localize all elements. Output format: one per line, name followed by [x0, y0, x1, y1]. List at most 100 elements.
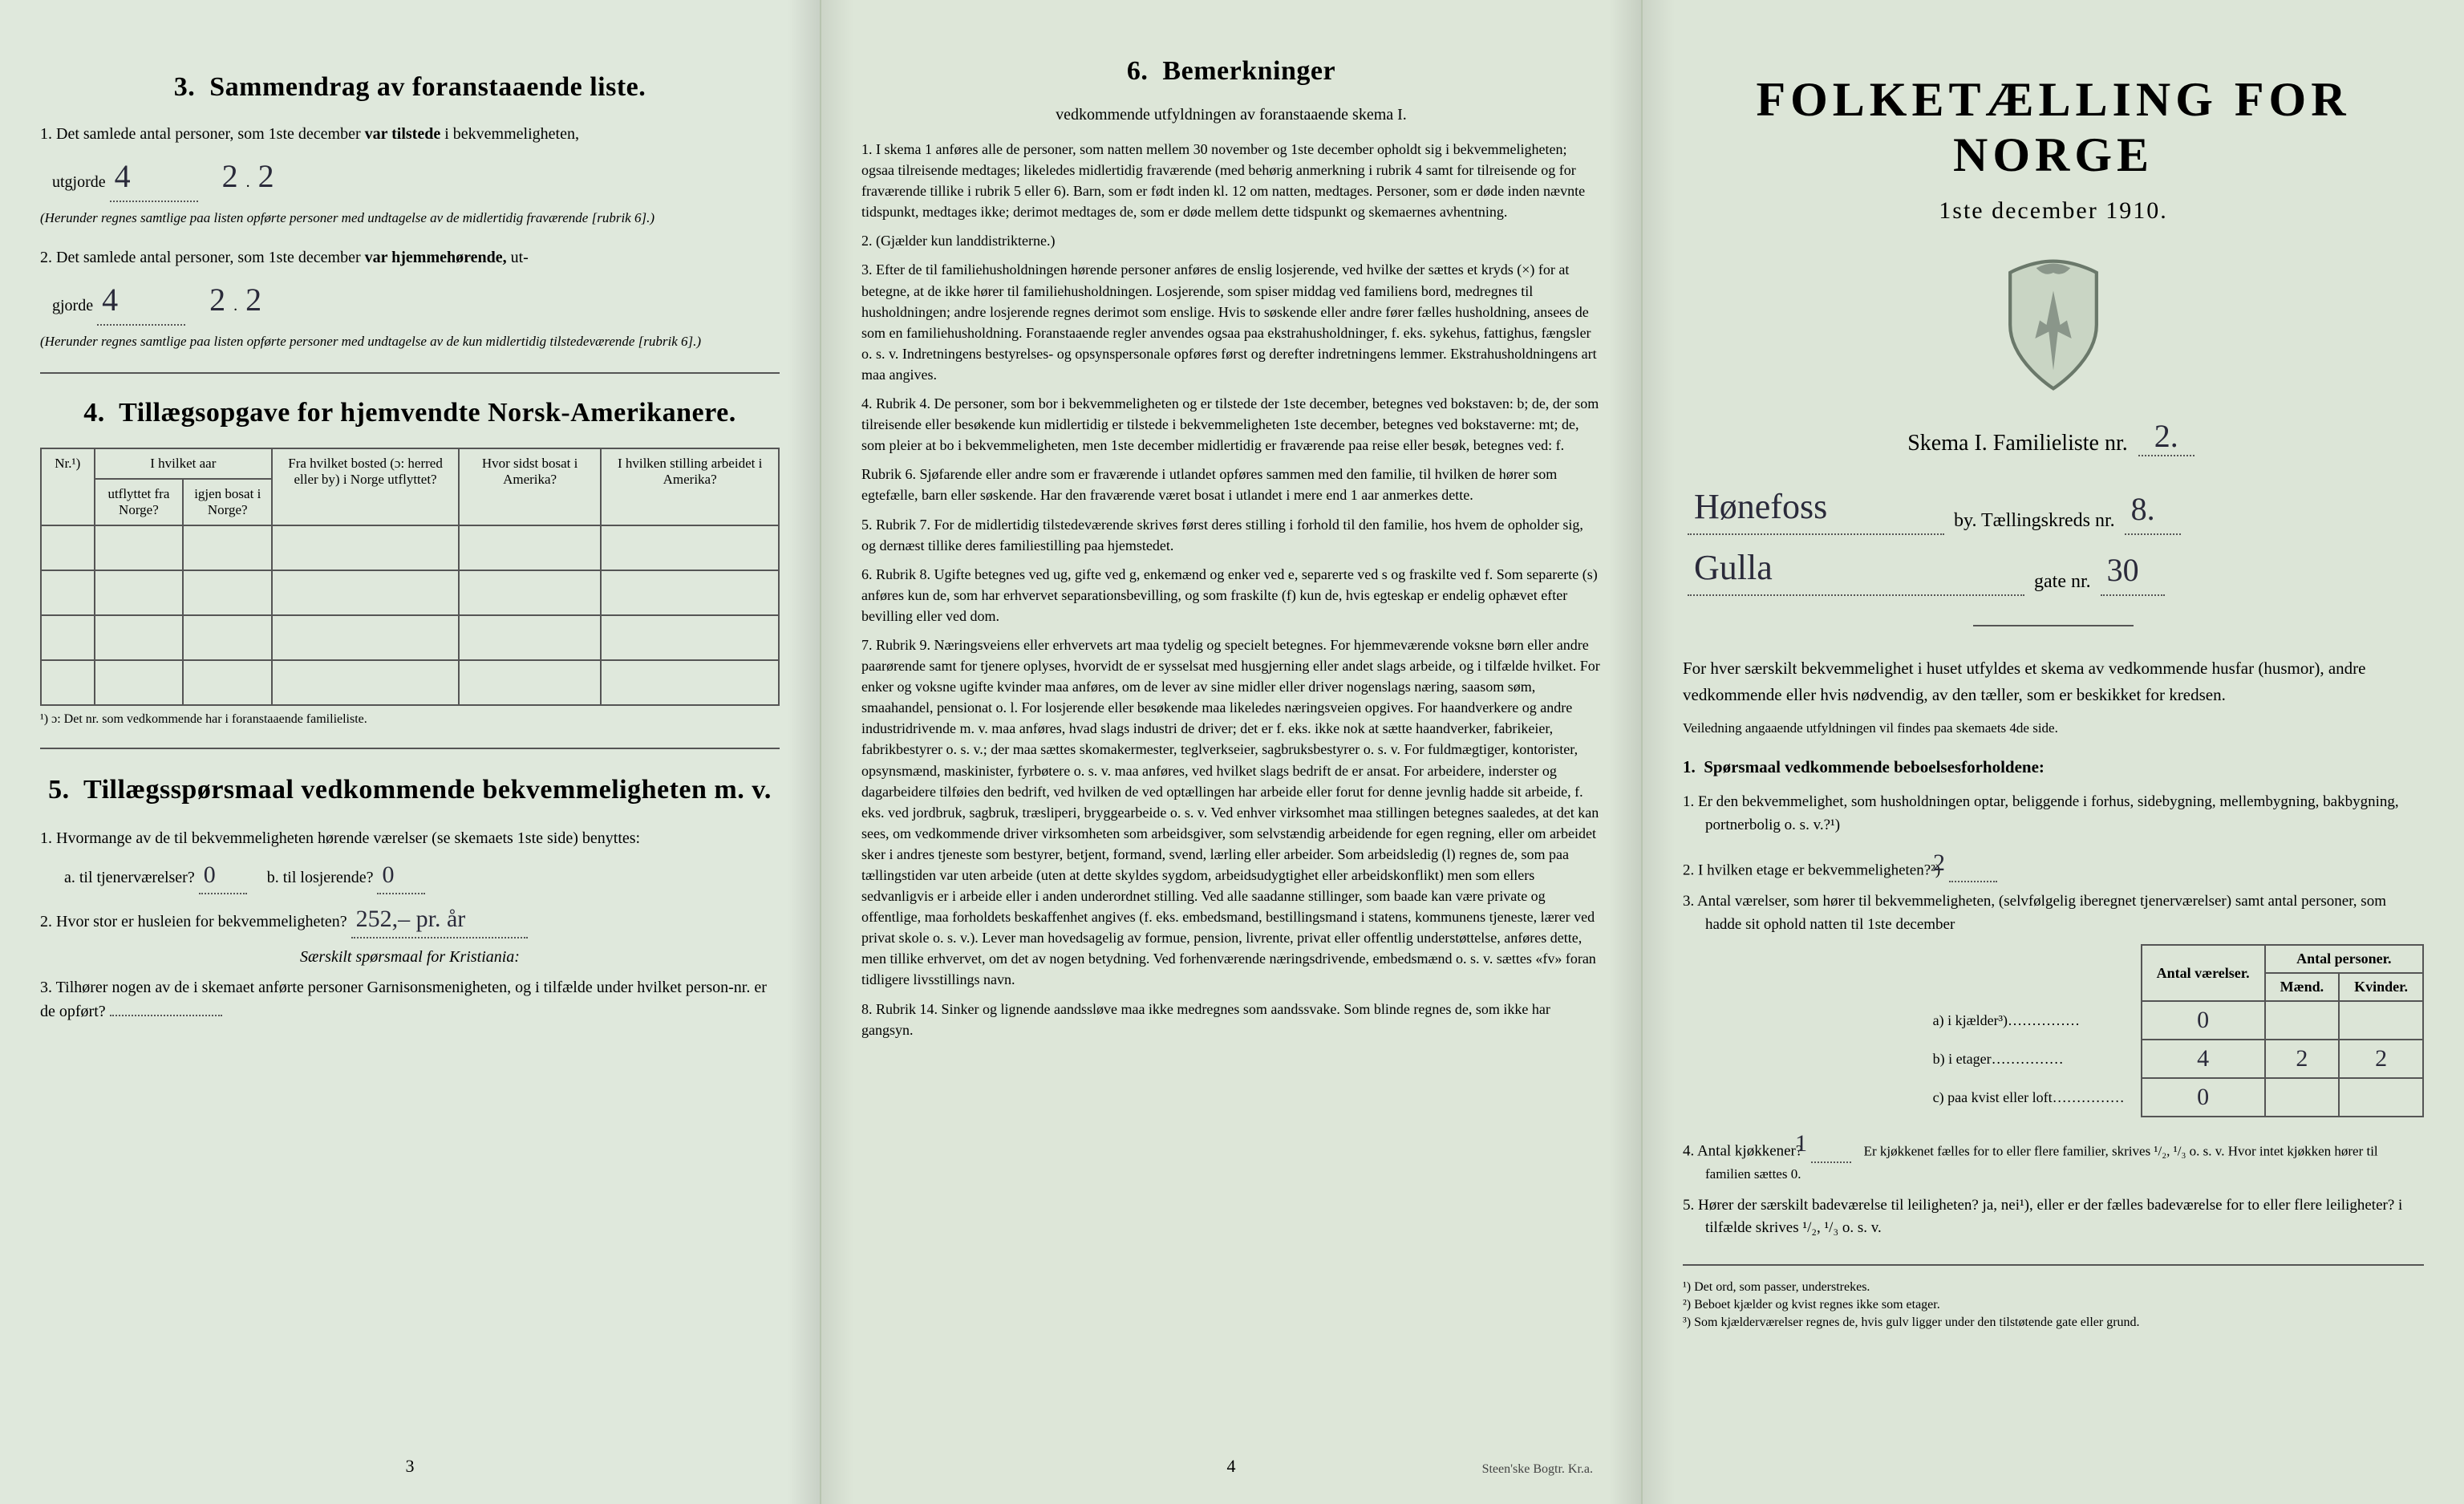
table-cell	[95, 660, 184, 705]
s3-q1-pre: 1. Det samlede antal personer, som 1ste …	[40, 125, 361, 143]
th-igjen: igjen bosat i Norge?	[183, 479, 272, 525]
s3-q2: 2. Det samlede antal personer, som 1ste …	[40, 245, 780, 270]
cell-vaer: 0	[2142, 1078, 2265, 1117]
s3-q2-post: ut-	[511, 249, 529, 266]
th-m: Mænd.	[2265, 973, 2340, 1001]
table-row	[41, 525, 779, 570]
short-rule	[1973, 625, 2134, 626]
s3-q1-line2: utgjorde 4 2 . 2	[40, 152, 780, 202]
note-2: ²) Beboet kjælder og kvist regnes ikke s…	[1683, 1298, 2424, 1312]
gate-nr: 30	[2101, 546, 2165, 596]
intro-sub: Veiledning angaaende utfyldningen vil fi…	[1683, 719, 2424, 738]
th-stilling: I hvilken stilling arbeidet i Amerika?	[601, 448, 779, 525]
section6-subcaption: vedkommende utfyldningen av foranstaaend…	[861, 106, 1601, 124]
bemerkning-item: 4. Rubrik 4. De personer, som bor i bekv…	[861, 393, 1601, 456]
main-title: FOLKETÆLLING FOR NORGE	[1683, 72, 2424, 183]
s5-q1b-hand: 0	[377, 857, 425, 894]
table-cell	[272, 525, 459, 570]
s3-q1-m: 2	[222, 158, 238, 194]
s3-q2-line2: gjorde 4 2 . 2	[40, 276, 780, 326]
bemerkning-item: 7. Rubrik 9. Næringsveiens eller erhverv…	[861, 634, 1601, 991]
cell-k: 2	[2339, 1040, 2423, 1078]
cell-m	[2265, 1078, 2340, 1117]
note-1: ¹) Det ord, som passer, understrekes.	[1683, 1280, 2424, 1295]
s5-q1: 1. Hvormange av de til bekvemmeligheten …	[40, 826, 780, 850]
table-cell	[459, 525, 601, 570]
by-line: Hønefoss by. Tællingskreds nr. 8.	[1683, 480, 2424, 535]
th-amerika: Hvor sidst bosat i Amerika?	[459, 448, 601, 525]
r-q5: 5. Hører der særskilt badeværelse til le…	[1705, 1194, 2424, 1240]
table-cell	[95, 525, 184, 570]
intro-text: For hver særskilt bekvemmelighet i huset…	[1683, 659, 2365, 704]
s3-q2-total: 4	[97, 276, 185, 326]
gate-hand: Gulla	[1688, 541, 2024, 596]
s3-q1-bold: var tilstede	[365, 125, 441, 143]
mini-body: a) i kjælder³)……………0b) i etager……………422c…	[1919, 1001, 2423, 1117]
table-cell	[272, 615, 459, 660]
familieliste-nr: 2.	[2138, 417, 2194, 456]
table-row	[41, 570, 779, 615]
gate-line: Gulla gate nr. 30	[1683, 541, 2424, 596]
s5-q1a-label: a. til tjenerværelser?	[64, 869, 195, 886]
r-q4: 4. Antal kjøkkener? 1 Er kjøkkenet fælle…	[1705, 1125, 2424, 1186]
table-cell	[183, 660, 272, 705]
cell-m: 2	[2265, 1040, 2340, 1078]
bemerkning-item: 2. (Gjælder kun landdistrikterne.)	[861, 230, 1601, 251]
s3-q2-k: 2	[245, 282, 261, 318]
q-heading-num: 1.	[1683, 757, 1696, 776]
table-head: Nr.¹) I hvilket aar Fra hvilket bosted (…	[41, 448, 779, 525]
th-utflyttet: utflyttet fra Norge?	[95, 479, 184, 525]
note-3: ³) Som kjælderværelser regnes de, hvis g…	[1683, 1315, 2424, 1330]
divider-4-5	[40, 748, 780, 749]
skema-line: Skema I. Familieliste nr. 2.	[1683, 417, 2424, 456]
r-q4-hand: 1	[1811, 1125, 1851, 1163]
section4-title: Tillægsopgave for hjemvendte Norsk-Ameri…	[119, 398, 736, 428]
s3-q2-m: 2	[209, 282, 225, 318]
r-q2: 2. I hvilken etage er bekvemmeligheten?²…	[1705, 845, 2424, 882]
bemerkning-item: 3. Efter de til familiehusholdningen hør…	[861, 259, 1601, 385]
q-heading: 1. Spørsmaal vedkommende beboelsesforhol…	[1683, 754, 2424, 780]
s3-q1: 1. Det samlede antal personer, som 1ste …	[40, 122, 780, 146]
bemerkning-item: 1. I skema 1 anføres alle de personer, s…	[861, 139, 1601, 222]
s3-q2-line2-label: gjorde	[52, 297, 93, 314]
cell-vaer: 4	[2142, 1040, 2265, 1078]
cell-k	[2339, 1001, 2423, 1040]
r-q2-hand: 2	[1949, 845, 1997, 882]
table-cell	[459, 615, 601, 660]
section6-heading: 6. Bemerkninger	[861, 56, 1601, 87]
table-cell	[41, 615, 95, 660]
fold-shadow	[788, 0, 820, 1504]
r-q2-label: 2. I hvilken etage er bekvemmeligheten?²…	[1683, 862, 1940, 879]
s3-q2-pre: 2. Det samlede antal personer, som 1ste …	[40, 249, 361, 266]
kreds-nr: 8.	[2125, 485, 2181, 535]
s3-q1-k: 2	[258, 158, 274, 194]
th-bosted: Fra hvilket bosted (ɔ: herred eller by) …	[272, 448, 459, 525]
section6-num: 6.	[1127, 56, 1149, 86]
s3-q2-bold: var hjemmehørende,	[365, 249, 507, 266]
s5-q2-hand: 252,– pr. år	[351, 901, 528, 938]
page-3-left: 3. Sammendrag av foranstaaende liste. 1.…	[0, 0, 821, 1504]
th-vaer: Antal værelser.	[2142, 945, 2265, 1001]
table-cell	[95, 570, 184, 615]
row-label: b) i etager……………	[1919, 1040, 2142, 1078]
table-row: b) i etager……………422	[1919, 1040, 2423, 1078]
table-row: a) i kjælder³)……………0	[1919, 1001, 2423, 1040]
bemerkninger-list: 1. I skema 1 anføres alle de personer, s…	[861, 139, 1601, 1040]
table-cell	[459, 660, 601, 705]
section3-title: Sammendrag av foranstaaende liste.	[209, 72, 646, 102]
fold-shadow-mid-r	[1609, 0, 1641, 1504]
th-nr: Nr.¹)	[41, 448, 95, 525]
s3-q1-total: 4	[110, 152, 198, 202]
page-1-right: FOLKETÆLLING FOR NORGE 1ste december 191…	[1643, 0, 2464, 1504]
table-cell	[41, 660, 95, 705]
table-cell	[272, 660, 459, 705]
table-cell	[272, 570, 459, 615]
section5-num: 5.	[48, 775, 70, 805]
r-q5-text: 5. Hører der særskilt badeværelse til le…	[1683, 1197, 2402, 1237]
th-aar: I hvilket aar	[95, 448, 273, 479]
skema-label: Skema I. Familieliste nr.	[1907, 431, 2128, 456]
s5-q2: 2. Hvor stor er husleien for bekvemmelig…	[40, 901, 780, 938]
section3-heading: 3. Sammendrag av foranstaaende liste.	[40, 72, 780, 103]
bemerkning-item: 5. Rubrik 7. For de midlertidig tilstede…	[861, 514, 1601, 556]
q-heading-text: Spørsmaal vedkommende beboelsesforholden…	[1704, 757, 2045, 776]
